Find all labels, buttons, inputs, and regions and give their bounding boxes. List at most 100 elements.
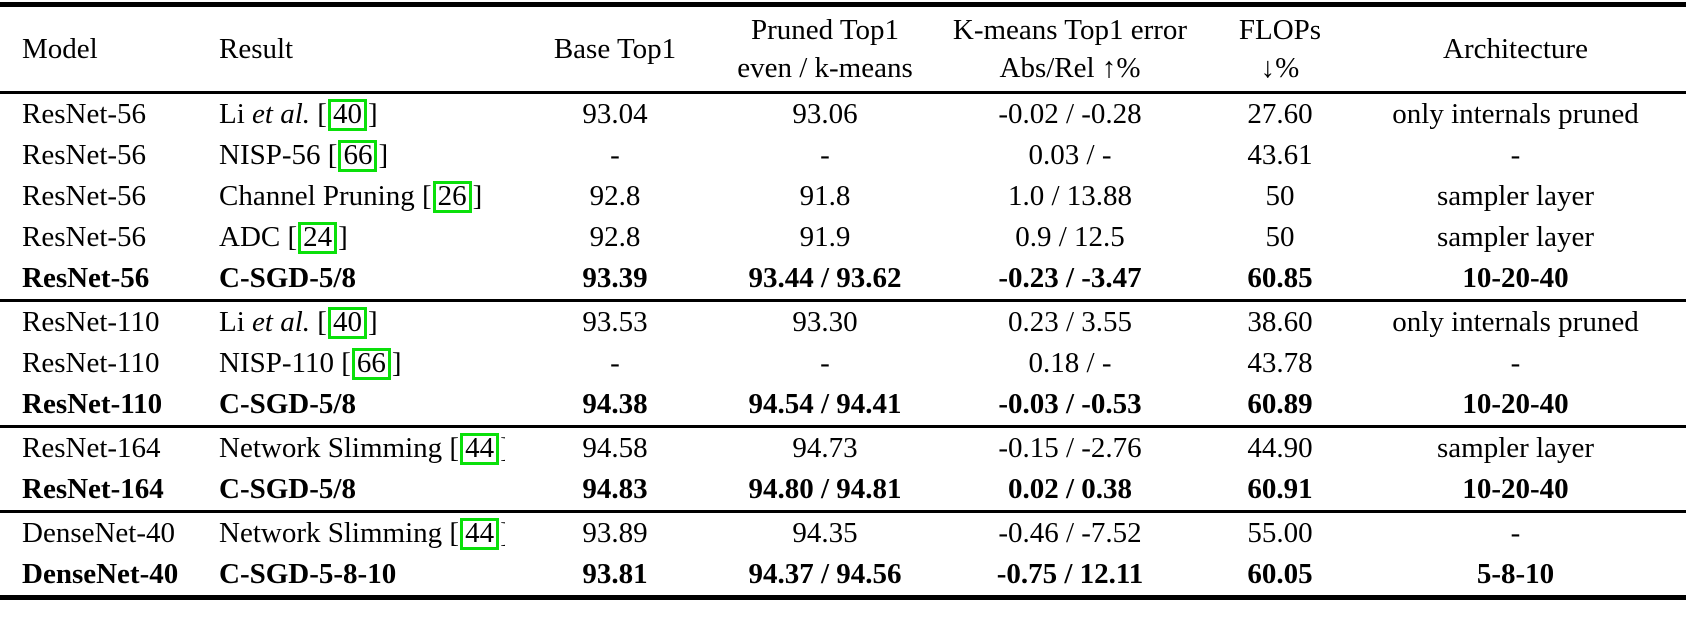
result-cell: Li et al. [40] [195,301,505,344]
col-header-label: K-means Top1 error [952,14,1188,46]
base-top1-cell: 93.39 [582,262,648,294]
flops-cell: 43.78 [1247,347,1313,379]
flops-cell: 50 [1265,180,1295,212]
pruned-top1-cell: 91.8 [799,180,851,212]
result-cell: NISP-110 [66] [195,343,505,384]
kmeans-error-cell: -0.23 / -3.47 [998,262,1142,294]
citation-open-bracket: [ [422,180,432,212]
result-cell: NISP-56 [66] [195,135,505,176]
citation: [44] [449,517,505,550]
model-cell: ResNet-110 [22,388,163,420]
flops-cell: 55.00 [1247,517,1313,549]
table-row: ResNet-56 ADC [24] 92.8 91.9 0.9 / 12.5 … [0,217,1686,258]
base-top1-cell: - [610,347,620,379]
result-text: NISP-110 [219,347,342,379]
row-group-1: ResNet-56 Li et al. [40] 93.04 93.06 -0.… [0,93,1686,301]
model-cell: ResNet-56 [22,262,150,294]
pruned-top1-cell: 94.35 [792,517,858,549]
citation: [26] [422,180,482,213]
citation-link[interactable]: 44 [460,433,500,465]
citation-link[interactable]: 26 [432,181,472,213]
architecture-cell: only internals pruned [1392,306,1639,338]
col-header-result: Result [195,5,505,93]
col-header-kmeans-error: K-means Top1 error Abs/Rel ↑% [925,5,1215,93]
architecture-cell: only internals pruned [1392,98,1639,130]
kmeans-error-cell: 0.18 / - [1028,347,1112,379]
result-cell: Network Slimming [44] [195,427,505,470]
citation-open-bracket: [ [341,347,351,379]
citation-link[interactable]: 44 [460,518,500,550]
base-top1-cell: - [610,139,620,171]
model-cell: ResNet-56 [22,98,147,130]
model-cell: ResNet-164 [22,432,161,464]
citation: [24] [287,221,348,254]
citation-link[interactable]: 24 [298,222,338,254]
flops-cell: 60.89 [1247,388,1313,420]
citation: [66] [341,347,402,380]
kmeans-error-cell: -0.02 / -0.28 [998,98,1142,130]
citation-close-bracket: ] [391,347,402,379]
result-cell: ADC [24] [195,217,505,258]
pruned-top1-cell: 93.44 / 93.62 [748,262,902,294]
pruned-top1-cell: - [820,139,830,171]
pruned-top1-cell: 94.73 [792,432,858,464]
kmeans-error-cell: 0.23 / 3.55 [1007,306,1133,338]
result-text: C-SGD-5/8 [219,473,356,505]
flops-cell: 27.60 [1247,98,1313,130]
base-top1-cell: 92.8 [589,221,641,253]
citation-link[interactable]: 40 [327,99,367,131]
model-cell: ResNet-164 [22,473,164,505]
result-text: Li [219,306,253,338]
row-group-3: ResNet-164 Network Slimming [44] 94.58 9… [0,426,1686,512]
table-row: ResNet-110 C-SGD-5/8 94.38 94.54 / 94.41… [0,384,1686,427]
architecture-cell: 10-20-40 [1462,262,1569,294]
citation-link[interactable]: 66 [338,140,378,172]
kmeans-error-cell: -0.03 / -0.53 [998,388,1142,420]
col-header-architecture: Architecture [1345,5,1686,93]
col-header-label: FLOPs [1238,14,1322,46]
citation-close-bracket: ] [367,98,378,130]
result-cell: Channel Pruning [26] [195,176,505,217]
col-header-label: Model [22,33,98,65]
flops-cell: 60.05 [1247,558,1313,590]
col-header-base-top1: Base Top1 [505,5,725,93]
kmeans-error-cell: 0.02 / 0.38 [1007,473,1133,505]
model-cell: ResNet-110 [22,306,160,338]
kmeans-error-cell: 0.03 / - [1028,139,1112,171]
base-top1-cell: 92.8 [589,180,641,212]
result-cell: C-SGD-5/8 [195,469,505,512]
architecture-cell: 10-20-40 [1462,388,1569,420]
base-top1-cell: 94.58 [582,432,648,464]
citation-open-bracket: [ [287,221,298,253]
col-header-label: Base Top1 [553,33,677,65]
result-text: ADC [219,221,288,253]
col-header-sublabel: ↓% [1260,52,1300,84]
pruned-top1-cell: 93.30 [792,306,858,338]
result-text: Network Slimming [219,517,450,549]
results-table: Model Result Base Top1 Pruned Top1 even … [0,2,1686,600]
architecture-cell: sampler layer [1436,432,1594,464]
table-row: ResNet-56 C-SGD-5/8 93.39 93.44 / 93.62 … [0,258,1686,301]
result-cell: Li et al. [40] [195,93,505,136]
table-row: DenseNet-40 Network Slimming [44] 93.89 … [0,512,1686,555]
architecture-cell: - [1510,347,1521,379]
model-cell: ResNet-56 [22,139,147,171]
flops-cell: 60.85 [1247,262,1313,294]
table-row: ResNet-56 Li et al. [40] 93.04 93.06 -0.… [0,93,1686,136]
model-cell: ResNet-110 [22,347,160,379]
table-row: ResNet-164 Network Slimming [44] 94.58 9… [0,427,1686,470]
kmeans-error-cell: -0.75 / 12.11 [996,558,1144,590]
col-header-sublabel: even / k-means [737,52,913,84]
table-row: ResNet-56 NISP-56 [66] - - 0.03 / - 43.6… [0,135,1686,176]
pruned-top1-cell: 94.54 / 94.41 [748,388,902,420]
citation-open-bracket: [ [317,306,327,338]
flops-cell: 60.91 [1247,473,1313,505]
pruned-top1-cell: 94.80 / 94.81 [748,473,902,505]
citation-open-bracket: [ [449,517,460,549]
model-cell: DenseNet-40 [22,517,176,549]
result-cell: C-SGD-5/8 [195,384,505,427]
citation-link[interactable]: 66 [351,348,391,380]
architecture-cell: - [1510,517,1521,549]
citation-link[interactable]: 40 [327,307,367,339]
kmeans-error-cell: 0.9 / 12.5 [1015,221,1125,253]
